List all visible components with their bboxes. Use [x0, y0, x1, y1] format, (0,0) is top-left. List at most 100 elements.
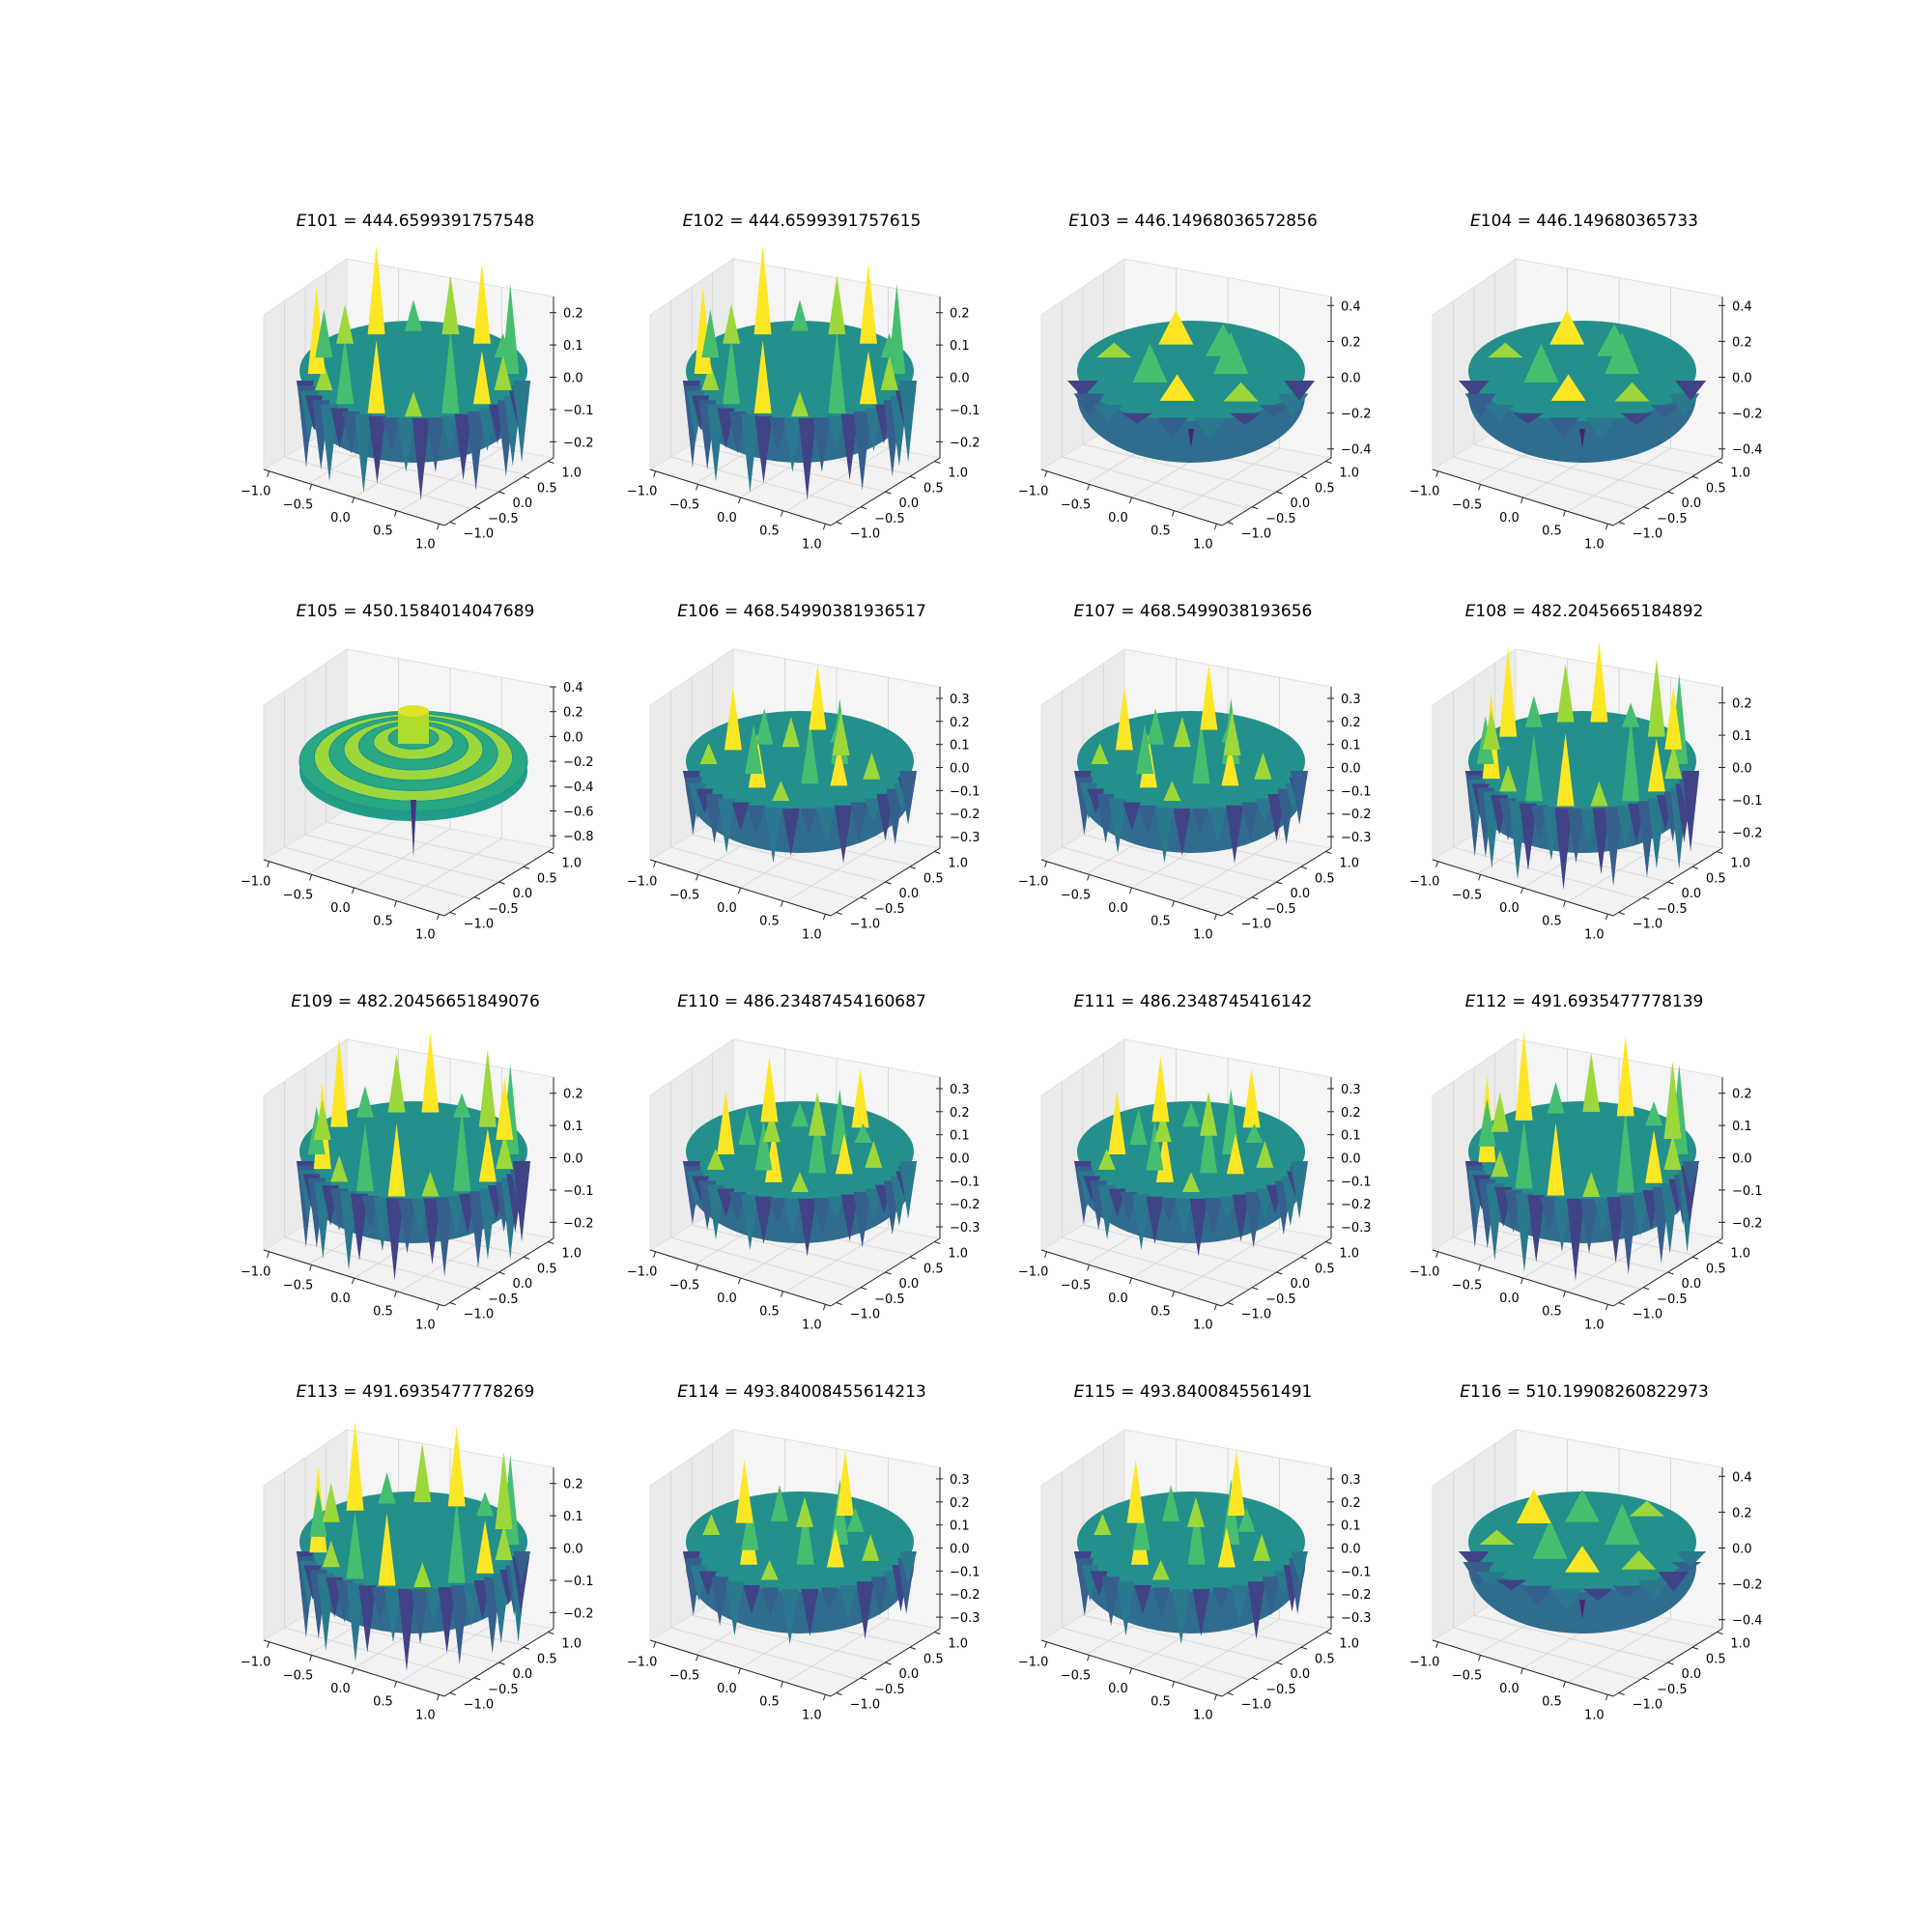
- surface-trough: [725, 1581, 744, 1636]
- y-tick-label: 1.0: [948, 1637, 968, 1652]
- y-tick: [909, 866, 917, 869]
- y-tick-label: 0.5: [1315, 871, 1335, 886]
- y-tick: [885, 491, 892, 495]
- grid-line: [326, 821, 526, 866]
- z-tick-label: 0.2: [563, 307, 583, 322]
- surface-peak: [795, 1496, 813, 1527]
- surface: [1464, 641, 1700, 891]
- surface-peak: [313, 1099, 331, 1140]
- x-tick: [1478, 484, 1482, 491]
- y-tick: [473, 506, 481, 510]
- surface-trough: [731, 802, 750, 832]
- x-tick-label: 0.0: [1108, 901, 1128, 916]
- grid-line: [1082, 1614, 1277, 1663]
- x-tick-label: 1.0: [1193, 927, 1213, 942]
- surface-trough: [1258, 405, 1290, 417]
- y-tick: [860, 896, 867, 900]
- surface-peak: [472, 263, 491, 344]
- title-equals: =: [1501, 1382, 1525, 1402]
- surface-trough: [1512, 412, 1544, 424]
- surface-trough: [1230, 412, 1262, 426]
- surface-trough: [1475, 1572, 1507, 1587]
- z-tick-label: 0.3: [950, 693, 970, 707]
- surface-peak: [1186, 1496, 1205, 1527]
- surface-trough: [1121, 412, 1152, 424]
- x-tick: [696, 1655, 699, 1662]
- surface-peak: [405, 391, 422, 417]
- surface-trough: [1527, 1195, 1546, 1263]
- surface-peak: [1622, 717, 1640, 802]
- grid-line: [398, 838, 502, 902]
- y-tick: [1618, 1302, 1625, 1305]
- surface-peak: [1223, 711, 1241, 755]
- z-tick-label: −0.2: [1732, 1578, 1763, 1593]
- surface-trough: [425, 1588, 443, 1623]
- surface-trough: [1519, 803, 1537, 871]
- surface-trough: [1566, 1198, 1584, 1281]
- surface-peak: [809, 1092, 827, 1136]
- surface-peak: [1159, 374, 1195, 401]
- surface-peak: [309, 1489, 327, 1537]
- title-value: 486.23487454160687: [743, 992, 925, 1011]
- surface-peak: [1096, 342, 1132, 358]
- surface-peak: [453, 1107, 471, 1192]
- surface-peak: [1158, 309, 1194, 345]
- surface-trough: [412, 1588, 430, 1644]
- x-tick-label: −1.0: [1409, 875, 1440, 890]
- z-tick-label: 0.0: [950, 1152, 970, 1167]
- y-tick-label: −1.0: [1633, 1698, 1663, 1713]
- x-tick: [780, 510, 783, 517]
- surface-trough: [761, 1587, 780, 1618]
- z-tick-label: −0.4: [1732, 1614, 1763, 1629]
- z-tick-label: 0.0: [950, 1543, 970, 1557]
- y-tick-label: −1.0: [1241, 1308, 1272, 1322]
- title-value: 444.6599391757615: [749, 212, 921, 231]
- surface-peak: [1151, 1559, 1170, 1580]
- surface-peak: [1547, 1082, 1565, 1114]
- grid-line: [784, 447, 889, 512]
- surface-peak: [791, 1102, 809, 1127]
- y-tick-label: 0.5: [537, 1652, 557, 1666]
- x-tick-label: 0.0: [1108, 511, 1128, 526]
- y-tick-label: 0.0: [513, 1667, 533, 1682]
- y-tick: [1642, 896, 1650, 900]
- y-tick-label: 1.0: [1339, 467, 1359, 481]
- title-index: 114: [688, 1382, 719, 1402]
- x-tick-label: −1.0: [1409, 485, 1440, 499]
- x-tick-label: −0.5: [1061, 1278, 1092, 1293]
- surface-trough: [1548, 417, 1579, 439]
- x-tick-label: 0.0: [1108, 1292, 1128, 1306]
- surface-trough: [728, 411, 747, 454]
- surface-trough: [870, 1577, 889, 1616]
- subplot-E106: E106 = 468.549903819365170.30.20.10.0−0.…: [627, 602, 980, 942]
- x-tick: [1171, 1681, 1175, 1688]
- x-tick-label: −1.0: [241, 875, 271, 890]
- x-tick: [1605, 1304, 1608, 1311]
- x-tick-label: 0.5: [1542, 525, 1562, 539]
- x-tick: [738, 1277, 741, 1285]
- surface-trough: [817, 807, 836, 846]
- y-tick-label: −1.0: [464, 918, 495, 932]
- y-tick-label: −1.0: [850, 527, 881, 542]
- y-tick: [449, 912, 456, 915]
- surface-trough: [1218, 1196, 1236, 1221]
- x-tick-label: 0.5: [1542, 1695, 1562, 1710]
- surface-trough: [1291, 1161, 1309, 1219]
- z-tick-label: 0.3: [1341, 1473, 1361, 1488]
- x-tick: [1171, 510, 1175, 517]
- x-tick: [1478, 1655, 1482, 1662]
- surface-peak: [699, 743, 718, 764]
- surface-trough: [1155, 807, 1174, 864]
- surface-peak: [724, 686, 742, 751]
- surface-peak: [441, 275, 460, 335]
- surface-trough: [853, 1191, 871, 1248]
- surface-peak: [1616, 1036, 1634, 1117]
- y-tick-label: −1.0: [464, 1308, 495, 1322]
- surface-peak: [1245, 1123, 1264, 1144]
- surface-peak: [494, 355, 512, 390]
- title-equals: =: [338, 602, 362, 621]
- surface-peak: [791, 1172, 809, 1192]
- y-tick: [1642, 1677, 1650, 1681]
- subplot-title: E114 = 493.84008455614213: [677, 1382, 926, 1402]
- z-tick-label: 0.0: [1341, 1543, 1361, 1557]
